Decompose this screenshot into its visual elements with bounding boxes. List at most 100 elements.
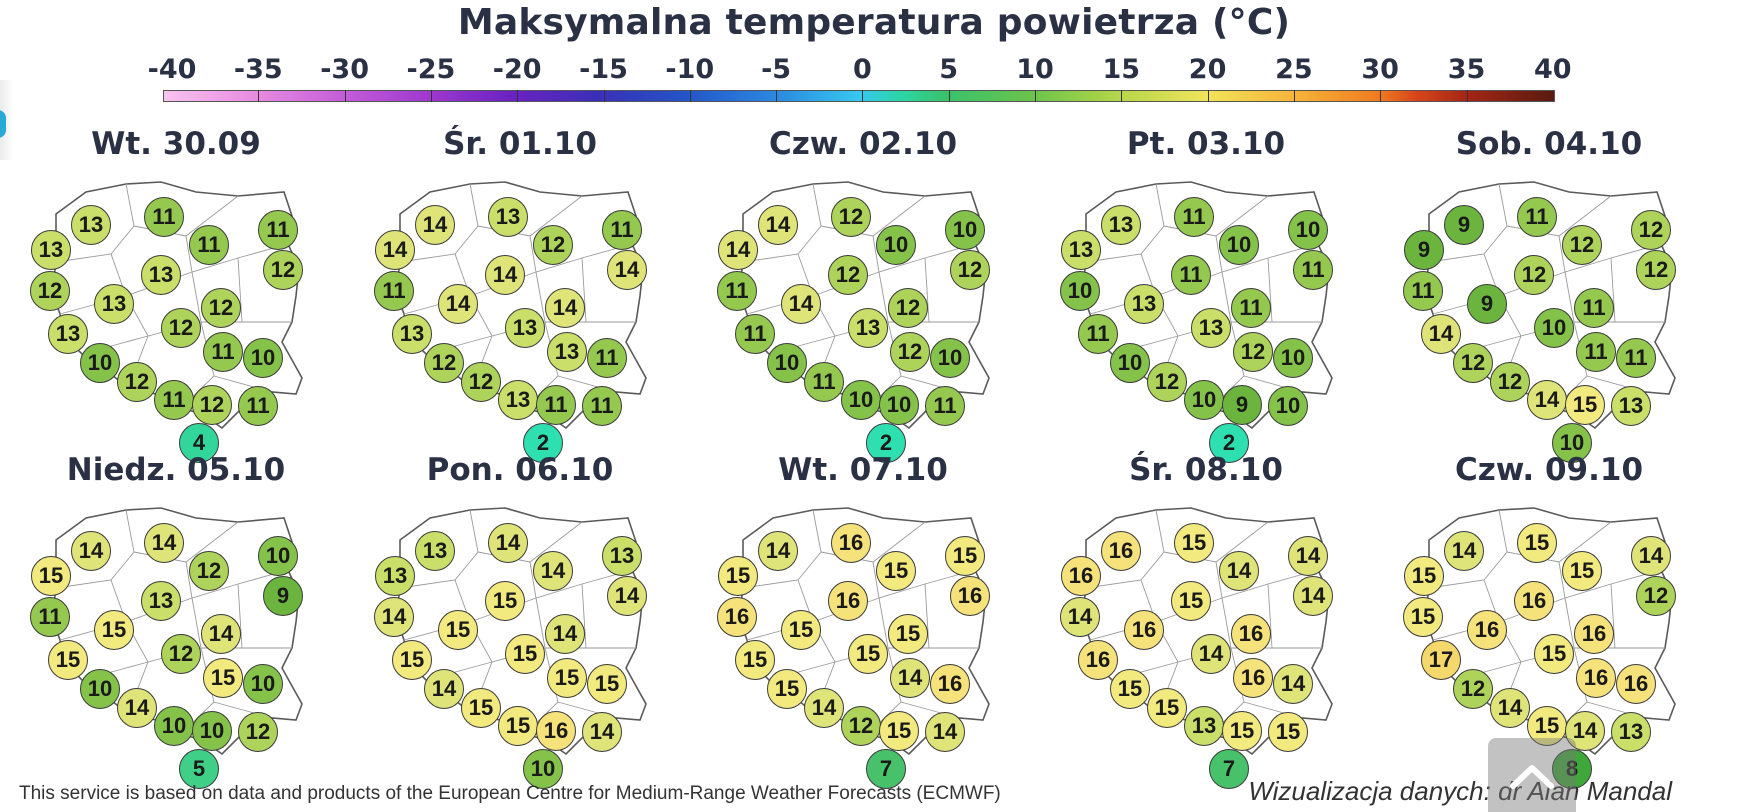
temperature-marker: 11 bbox=[587, 338, 627, 378]
scale-tick-label: 30 bbox=[1361, 54, 1399, 85]
temperature-marker: 13 bbox=[1611, 386, 1651, 426]
province-border bbox=[1428, 509, 1508, 589]
temperature-marker: 11 bbox=[238, 386, 278, 426]
forecast-panel: Pon. 06.10 14 13 13 14 13 15 14 14 15 14 15 15 14 15 15… bbox=[360, 452, 680, 789]
temperature-marker: 2 bbox=[523, 423, 563, 463]
temperature-marker: 11 bbox=[189, 225, 229, 265]
province-border bbox=[924, 257, 930, 323]
temperature-marker: 16 bbox=[1061, 556, 1101, 596]
temperature-marker: 12 bbox=[1453, 343, 1493, 383]
scale-tickmark bbox=[948, 90, 950, 102]
temperature-marker: 14 bbox=[144, 523, 184, 563]
temperature-marker: 13 bbox=[1061, 230, 1101, 270]
scale-tickmark bbox=[689, 90, 691, 102]
page-edge-shadow bbox=[0, 80, 14, 160]
scale-tickmark bbox=[1293, 90, 1295, 102]
scale-tickmark bbox=[517, 90, 519, 102]
panel-date: Niedz. 05.10 bbox=[66, 452, 286, 488]
temperature-marker: 16 bbox=[536, 711, 576, 751]
temperature-marker: 11 bbox=[925, 386, 965, 426]
temperature-marker: 10 bbox=[1110, 343, 1150, 383]
temperature-marker: 11 bbox=[1403, 271, 1443, 311]
temperature-marker: 15 bbox=[31, 556, 71, 596]
panel-date: Wt. 30.09 bbox=[91, 126, 261, 162]
temperature-marker: 11 bbox=[203, 332, 243, 372]
temperature-marker: 14 bbox=[533, 551, 573, 591]
temperature-marker: 16 bbox=[1233, 658, 1273, 698]
temperature-marker: 15 bbox=[735, 640, 775, 680]
temperature-marker: 7 bbox=[1209, 749, 1249, 789]
temperature-marker: 14 bbox=[1191, 634, 1231, 674]
temperature-marker: 14 bbox=[375, 230, 415, 270]
temperature-marker: 12 bbox=[161, 308, 201, 348]
side-tab[interactable] bbox=[0, 110, 6, 138]
temperature-marker: 16 bbox=[717, 597, 757, 637]
temperature-marker: 14 bbox=[415, 205, 455, 245]
temperature-marker: 10 bbox=[154, 706, 194, 746]
scale-tick-label: 0 bbox=[852, 54, 872, 85]
temperature-marker: 12 bbox=[189, 551, 229, 591]
temperature-marker: 16 bbox=[1467, 610, 1507, 650]
temperature-marker: 14 bbox=[545, 288, 585, 328]
temperature-marker: 14 bbox=[201, 614, 241, 654]
temperature-marker: 16 bbox=[930, 664, 970, 704]
scale-tick-label: 10 bbox=[1016, 54, 1054, 85]
temperature-marker: 13 bbox=[71, 205, 111, 245]
temperature-marker: 13 bbox=[505, 308, 545, 348]
scale-tick-label: 25 bbox=[1275, 54, 1313, 85]
scroll-to-top-button[interactable] bbox=[1488, 738, 1576, 812]
temperature-marker: 10 bbox=[1060, 271, 1100, 311]
temperature-marker: 12 bbox=[1233, 332, 1273, 372]
temperature-marker: 15 bbox=[1565, 385, 1605, 425]
temperature-marker: 12 bbox=[533, 225, 573, 265]
temperature-marker: 12 bbox=[424, 343, 464, 383]
province-border bbox=[1267, 583, 1273, 649]
temperature-marker: 14 bbox=[758, 531, 798, 571]
temperature-marker: 10 bbox=[1534, 308, 1574, 348]
province-border bbox=[1085, 509, 1165, 589]
temperature-marker: 16 bbox=[1576, 658, 1616, 698]
temperature-marker: 15 bbox=[48, 640, 88, 680]
temperature-marker: 10 bbox=[1273, 338, 1313, 378]
temperature-marker: 14 bbox=[1288, 536, 1328, 576]
temperature-marker: 15 bbox=[781, 610, 821, 650]
scale-tick-label: 5 bbox=[939, 54, 959, 85]
temperature-marker: 14 bbox=[781, 284, 821, 324]
temperature-marker: 2 bbox=[1209, 423, 1249, 463]
temperature-marker: 13 bbox=[141, 255, 181, 295]
temperature-marker: 2 bbox=[866, 423, 906, 463]
temperature-marker: 13 bbox=[602, 536, 642, 576]
temperature-marker: 10 bbox=[1552, 423, 1592, 463]
temperature-marker: 16 bbox=[1124, 610, 1164, 650]
colorbar bbox=[163, 90, 1555, 102]
province-border bbox=[185, 561, 289, 599]
temperature-marker: 15 bbox=[1110, 669, 1150, 709]
temperature-marker: 15 bbox=[1527, 706, 1567, 746]
temperature-marker: 12 bbox=[1631, 210, 1671, 250]
temperature-marker: 11 bbox=[1231, 288, 1271, 328]
temperature-marker: 9 bbox=[1404, 230, 1444, 270]
temperature-marker: 10 bbox=[258, 536, 298, 576]
panel-date: Sob. 04.10 bbox=[1455, 126, 1643, 162]
temperature-marker: 15 bbox=[1517, 523, 1557, 563]
temperature-marker: 15 bbox=[547, 658, 587, 698]
temperature-marker: 13 bbox=[31, 230, 71, 270]
map-title: Maksymalna temperatura powietrza (°C) bbox=[457, 2, 1291, 43]
temperature-marker: 12 bbox=[831, 197, 871, 237]
province-border bbox=[237, 257, 243, 323]
temperature-marker: 11 bbox=[804, 362, 844, 402]
scale-tick-label: -10 bbox=[665, 54, 715, 85]
temperature-marker: 14 bbox=[1565, 711, 1605, 751]
temperature-marker: 14 bbox=[804, 688, 844, 728]
province-border bbox=[1085, 183, 1165, 263]
temperature-marker: 12 bbox=[1453, 669, 1493, 709]
temperature-marker: 9 bbox=[1444, 205, 1484, 245]
chevron-up-icon bbox=[1510, 765, 1554, 789]
scale-tickmark bbox=[1207, 90, 1209, 102]
temperature-marker: 15 bbox=[1171, 581, 1211, 621]
province-border bbox=[581, 257, 587, 323]
province-border bbox=[581, 583, 587, 649]
temperature-marker: 13 bbox=[48, 314, 88, 354]
temperature-marker: 14 bbox=[117, 688, 157, 728]
temperature-marker: 12 bbox=[461, 362, 501, 402]
